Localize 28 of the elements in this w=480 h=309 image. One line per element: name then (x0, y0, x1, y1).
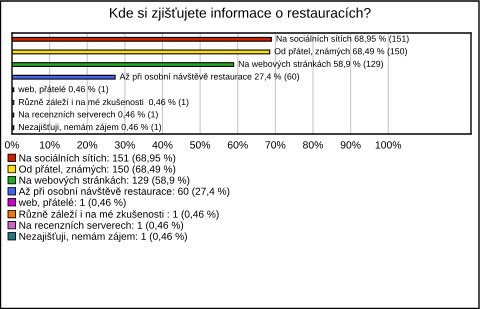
data-label: web, přátelé 0,46 % (1) (18, 86, 108, 94)
legend-label: Na sociálních sítích: 151 (68,95 %) (19, 154, 176, 164)
x-tick-label: 90% (340, 141, 361, 149)
data-label: Na sociálních sítích 68,95 % (151) (276, 35, 409, 44)
x-tick-label: 40% (152, 141, 173, 149)
data-label: Až při osobní návštěvě restaurace 27,4 % (60) (120, 73, 300, 82)
data-label: Nezajišťuji, nemám zájem 0,46 % (1) (18, 124, 162, 132)
legend-label: Od přátel, známých: 150 (68,49 %) (19, 165, 176, 175)
chart-title: Kde si zjišťujete informace o restauracích? (110, 7, 371, 21)
legend-label: Na recenzních serverech: 1 (0,46 %) (19, 221, 184, 231)
x-tick-label: 100% (376, 141, 402, 149)
legend-label: Nezajišťuji, nemám zájem: 1 (0,46 %) (19, 232, 187, 242)
x-tick-label: 50% (190, 141, 210, 149)
data-label: Na recenzních serverech 0,46 % (1) (18, 110, 158, 120)
data-label: Různě záleží i na mé zkušenosti 0,46 % (1) (18, 98, 188, 107)
x-tick-label: 80% (303, 141, 324, 149)
data-label: Od přátel, známých 68,49 % (150) (274, 48, 407, 56)
x-tick-label: 30% (114, 141, 135, 149)
legend-label: Až při osobní návštěvě restaurace: 60 (27,4 %) (18, 187, 230, 197)
legend-label: Různě záleží i na mé zkušenosti : 1 (0,46 %) (19, 209, 219, 220)
x-tick-label: 60% (228, 141, 248, 149)
x-tick-label: 70% (265, 141, 286, 149)
data-label: Na webových stránkách 58,9 % (129) (238, 60, 383, 69)
x-tick-label: 0% (4, 141, 20, 149)
x-tick-label: 20% (77, 141, 98, 149)
x-tick-label: 10% (40, 141, 60, 149)
legend-label: Na webových stránkách: 129 (58,9 %) (19, 176, 190, 186)
legend-label: web, přátelé: 1 (0,46 %) (18, 198, 126, 208)
